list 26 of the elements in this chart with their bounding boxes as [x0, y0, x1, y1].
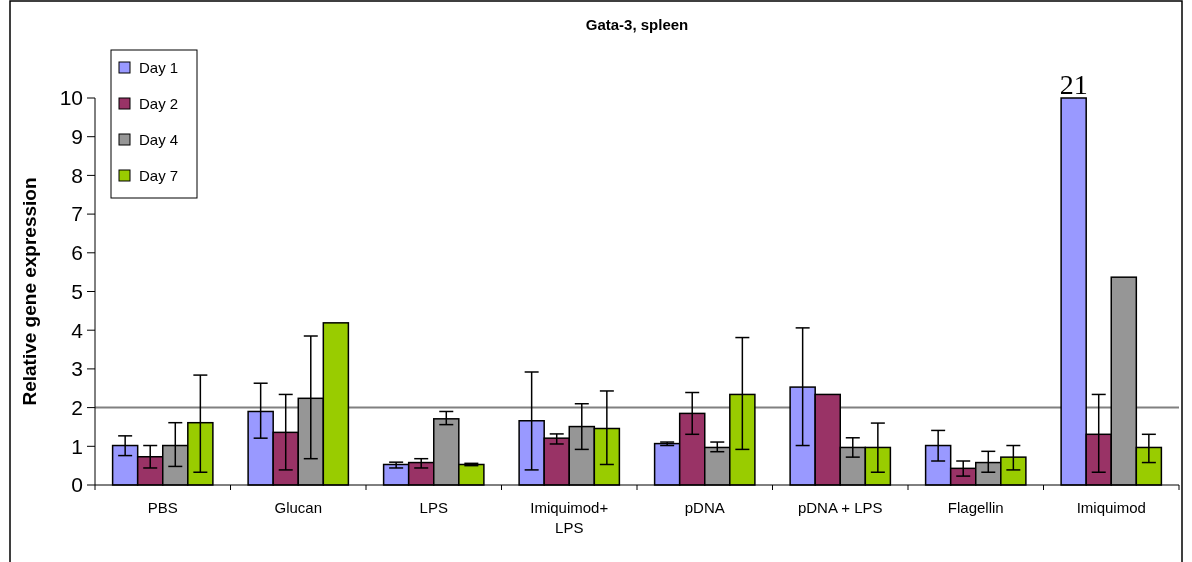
y-tick-label: 6	[71, 241, 83, 265]
x-tick-label: Flagellin	[947, 499, 1004, 516]
chart-title: Gata-3, spleen	[585, 16, 689, 33]
legend-label: Day 4	[139, 131, 179, 149]
legend-label: Day 7	[139, 167, 179, 185]
y-tick-label: 8	[71, 163, 83, 187]
x-tick-label: pDNA + LPS	[797, 499, 883, 516]
legend-label: Day 1	[139, 59, 179, 77]
y-tick-label: 3	[71, 357, 83, 381]
y-tick-label: 1	[71, 434, 83, 458]
legend-label: Day 2	[139, 95, 179, 113]
x-tick-label: Glucan	[274, 499, 323, 516]
y-axis-title: Relative gene expression	[19, 177, 40, 406]
x-tick-label: pDNA	[684, 499, 725, 516]
y-tick-label: 4	[71, 318, 84, 342]
x-tick-label: Imiquimod+ LPS	[530, 499, 609, 536]
y-tick-label: 5	[71, 279, 83, 303]
x-tick-label: Imiquimod	[1076, 499, 1146, 516]
x-tick-label: LPS	[419, 499, 448, 516]
y-tick-label: 2	[71, 395, 83, 419]
x-tick-label: PBS	[147, 499, 178, 516]
y-tick-label: 0	[71, 473, 83, 497]
y-tick-label: 9	[71, 125, 83, 149]
y-tick-label: 7	[71, 202, 83, 226]
y-tick-label: 10	[59, 86, 83, 110]
annotation: 21	[1059, 69, 1088, 100]
